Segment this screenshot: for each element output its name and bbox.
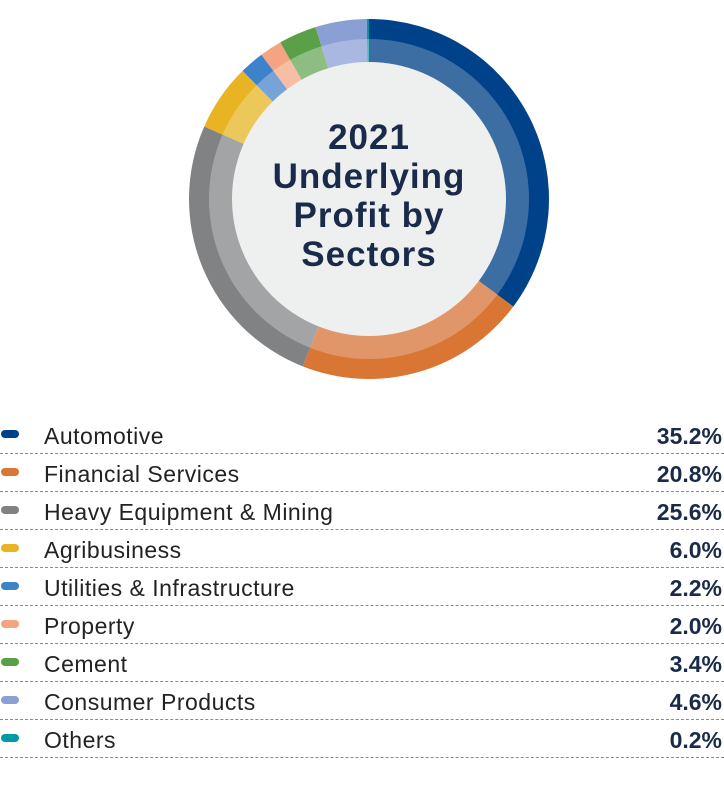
legend-item-automotive: Automotive 35.2% <box>0 417 724 454</box>
legend-value: 35.2% <box>656 423 722 449</box>
legend-value: 25.6% <box>656 499 722 525</box>
legend-item-financial-services: Financial Services 20.8% <box>0 455 724 492</box>
legend-item-property: Property 2.0% <box>0 607 724 644</box>
legend-swatch <box>1 468 19 476</box>
legend-label: Others <box>44 727 117 753</box>
legend: Automotive 35.2% Financial Services 20.8% He… <box>0 417 724 758</box>
slice-inner-property <box>273 59 302 90</box>
slice-utilities-and-infrastructure <box>242 54 274 86</box>
legend-label: Cement <box>44 651 128 677</box>
legend-swatch <box>1 696 19 704</box>
legend-item-heavy-equipment-and-mining: Heavy Equipment & Mining 25.6% <box>0 493 724 530</box>
legend-value: 0.2% <box>669 727 722 753</box>
legend-item-agribusiness: Agribusiness 6.0% <box>0 531 724 568</box>
legend-value: 3.4% <box>669 651 722 677</box>
slice-inner-others <box>366 39 369 64</box>
legend-value: 4.6% <box>669 689 722 715</box>
slice-inner-utilities-and-infrastructure <box>256 70 288 103</box>
slice-inner-consumer-products <box>321 39 368 70</box>
legend-item-utilities-and-infrastructure: Utilities & Infrastructure 2.2% <box>0 569 724 606</box>
legend-label: Consumer Products <box>44 689 256 715</box>
legend-item-others: Others 0.2% <box>0 721 724 758</box>
legend-label: Agribusiness <box>44 537 182 563</box>
legend-value: 2.0% <box>669 613 722 639</box>
legend-swatch <box>1 430 19 438</box>
legend-swatch <box>1 544 19 552</box>
legend-label: Heavy Equipment & Mining <box>44 499 334 525</box>
legend-label: Utilities & Infrastructure <box>44 575 295 601</box>
legend-value: 2.2% <box>669 575 722 601</box>
slice-inner-automotive <box>369 39 529 295</box>
slice-cement <box>280 27 322 61</box>
legend-swatch <box>1 506 19 514</box>
donut-chart: 2021 Underlying Profit by Sectors <box>188 18 550 380</box>
legend-label: Financial Services <box>44 461 240 487</box>
legend-label: Automotive <box>44 423 165 449</box>
legend-swatch <box>1 734 19 742</box>
legend-swatch <box>1 582 19 590</box>
slice-agribusiness <box>204 70 258 135</box>
legend-label: Property <box>44 613 135 639</box>
legend-value: 6.0% <box>669 537 722 563</box>
legend-item-consumer-products: Consumer Products 4.6% <box>0 683 724 720</box>
slice-inner-agribusiness <box>222 85 274 145</box>
legend-swatch <box>1 658 19 666</box>
legend-item-cement: Cement 3.4% <box>0 645 724 682</box>
legend-value: 20.8% <box>656 461 722 487</box>
slice-automotive <box>369 19 549 307</box>
donut-svg <box>188 19 549 379</box>
slice-others <box>366 19 369 41</box>
chart-title: 2021 Underlying Profit by Sectors <box>272 118 466 274</box>
donut-hole <box>232 62 506 336</box>
legend-swatch <box>1 620 19 628</box>
slice-inner-financial-services <box>310 280 498 360</box>
slice-inner-heavy-equipment-and-mining <box>208 134 319 348</box>
